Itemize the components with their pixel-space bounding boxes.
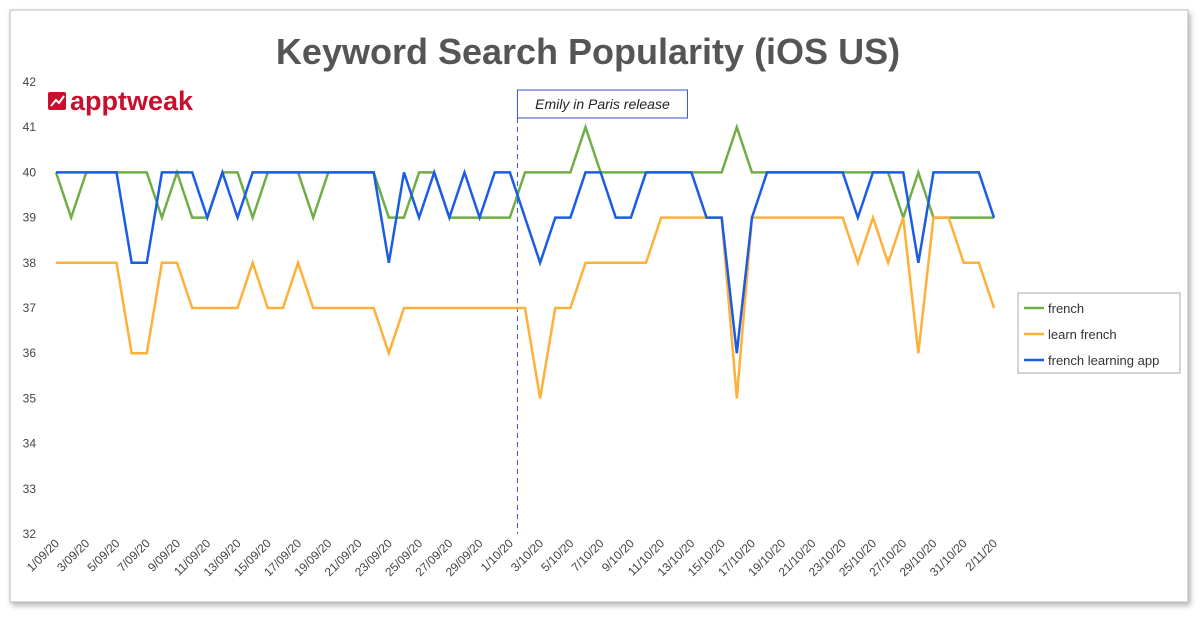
annotation-box [516,89,688,119]
y-tick-label: 39 [23,211,37,225]
y-tick-label: 36 [23,346,37,360]
y-tick-label: 40 [23,165,37,179]
annotation: Emily in Paris release [535,96,670,112]
y-tick-label: 35 [23,391,37,405]
y-tick-label: 41 [23,120,37,134]
logo-icon-line [50,95,65,107]
logo: apptweak [70,86,194,116]
legend-label: learn french [1048,327,1117,342]
legend-box [1017,292,1181,374]
y-tick-label: 33 [23,482,37,496]
legend-label: french learning app [1048,353,1159,368]
y-tick-label: 37 [23,301,37,315]
legend-label: french [1048,301,1084,316]
series-line [56,168,996,354]
y-tick-label: 42 [23,75,37,89]
y-tick-label: 34 [23,437,37,451]
chart-title: Keyword Search Popularity (iOS US) [276,31,900,72]
y-tick-label: 38 [23,256,37,270]
y-tick-label: 32 [23,527,37,541]
series-line [56,213,996,399]
